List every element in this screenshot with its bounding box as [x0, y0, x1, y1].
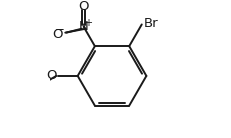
Text: Br: Br [143, 17, 157, 30]
Text: −: − [55, 23, 65, 36]
Text: O: O [52, 28, 62, 41]
Text: O: O [46, 69, 57, 82]
Text: N: N [78, 20, 88, 33]
Text: +: + [83, 18, 91, 28]
Text: O: O [78, 0, 88, 13]
